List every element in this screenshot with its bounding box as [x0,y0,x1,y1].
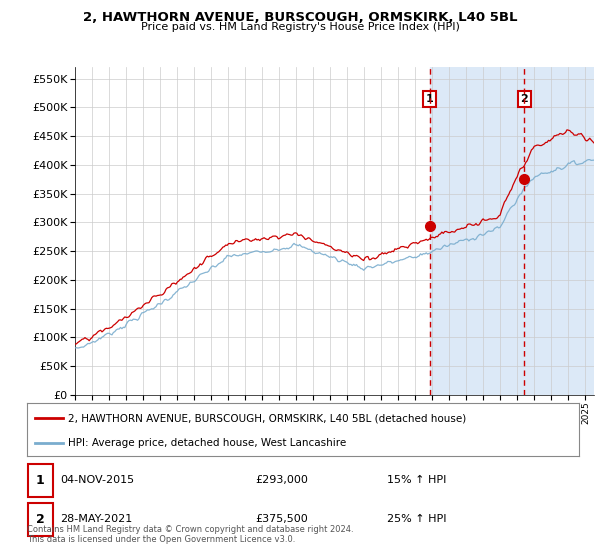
Text: 1: 1 [36,474,44,487]
Text: 25% ↑ HPI: 25% ↑ HPI [387,515,446,524]
Text: 2, HAWTHORN AVENUE, BURSCOUGH, ORMSKIRK, L40 5BL (detached house): 2, HAWTHORN AVENUE, BURSCOUGH, ORMSKIRK,… [68,413,467,423]
Text: 2: 2 [36,513,44,526]
Text: 04-NOV-2015: 04-NOV-2015 [60,475,134,485]
Text: Contains HM Land Registry data © Crown copyright and database right 2024.
This d: Contains HM Land Registry data © Crown c… [27,525,353,544]
Text: £375,500: £375,500 [255,515,308,524]
Text: 2, HAWTHORN AVENUE, BURSCOUGH, ORMSKIRK, L40 5BL: 2, HAWTHORN AVENUE, BURSCOUGH, ORMSKIRK,… [83,11,517,24]
Text: 28-MAY-2021: 28-MAY-2021 [60,515,132,524]
Bar [430,67,594,395]
Text: £293,000: £293,000 [255,475,308,485]
Text: Price paid vs. HM Land Registry's House Price Index (HPI): Price paid vs. HM Land Registry's House … [140,22,460,32]
Text: 15% ↑ HPI: 15% ↑ HPI [387,475,446,485]
Text: 1: 1 [426,94,433,104]
Text: HPI: Average price, detached house, West Lancashire: HPI: Average price, detached house, West… [68,438,347,448]
Text: 2: 2 [521,94,528,104]
